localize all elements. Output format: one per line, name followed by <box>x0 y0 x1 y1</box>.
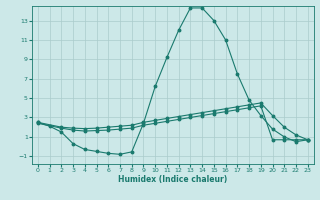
X-axis label: Humidex (Indice chaleur): Humidex (Indice chaleur) <box>118 175 228 184</box>
